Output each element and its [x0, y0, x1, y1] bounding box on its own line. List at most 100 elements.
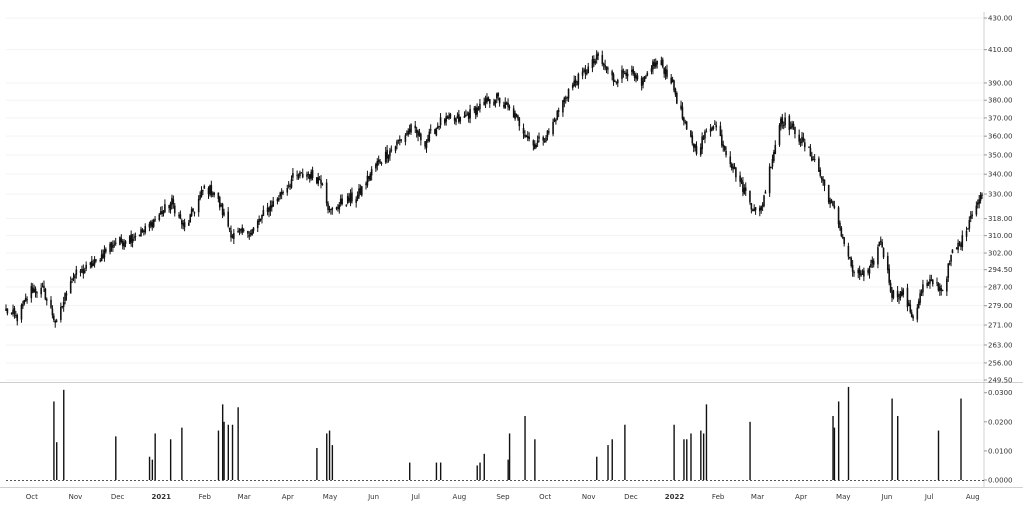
candle-body [22, 304, 24, 307]
candle-body [948, 263, 951, 265]
candle-body [10, 312, 13, 315]
candle-body [937, 283, 940, 291]
candle-body [355, 199, 357, 203]
candle-body [458, 114, 460, 122]
candle-body [252, 227, 255, 231]
candle-body [317, 177, 320, 184]
candle [473, 105, 476, 114]
candle-body [218, 197, 221, 208]
candle-body [487, 97, 490, 102]
candle-body [407, 130, 410, 135]
candle [140, 226, 142, 237]
candle-body [951, 249, 954, 254]
candle [507, 98, 509, 111]
candle-body [209, 185, 211, 195]
indicator-bar [148, 456, 151, 480]
candle [778, 123, 781, 147]
candle-body [743, 187, 746, 194]
candle [782, 121, 785, 130]
candle [576, 80, 578, 86]
candle-body [664, 69, 667, 75]
candle-body [733, 166, 736, 169]
candle [867, 267, 869, 276]
candle [6, 308, 9, 316]
indicator-bar [607, 445, 609, 480]
candle [636, 73, 639, 81]
candle [162, 209, 165, 217]
candle [124, 240, 127, 248]
candle [400, 138, 402, 143]
x-tick-label: 2021 [151, 493, 171, 501]
candle [41, 282, 44, 288]
candle [899, 291, 902, 301]
candle [483, 97, 485, 106]
candle [671, 76, 674, 83]
candle-body [712, 125, 715, 130]
candle-body [753, 208, 755, 211]
candle-body [840, 227, 843, 237]
candle-body [791, 123, 793, 128]
candle-body [404, 135, 407, 142]
candle-body [773, 152, 775, 162]
indicator-bar [508, 433, 511, 480]
candle-body [812, 159, 815, 161]
candle-body [891, 291, 893, 298]
candle [879, 236, 882, 246]
candle-body [338, 204, 341, 210]
candle-body [584, 69, 587, 75]
candle-body [794, 127, 796, 134]
candle [760, 205, 763, 214]
candle-body [150, 221, 152, 226]
candle [784, 112, 786, 128]
candle [438, 125, 440, 131]
candle-body [79, 270, 82, 273]
candle-body [922, 284, 924, 293]
y-tick-label: 350.00 [988, 151, 1013, 159]
candle-body [522, 127, 525, 134]
candle [484, 95, 487, 109]
candle [384, 146, 387, 164]
candle [251, 228, 253, 236]
candle [930, 274, 933, 282]
candle-body [123, 242, 125, 247]
pane-frame [0, 12, 1023, 488]
candle [780, 116, 782, 131]
candle [602, 62, 605, 70]
candle [164, 199, 166, 213]
candle [656, 60, 658, 69]
candle [712, 125, 715, 131]
candle-body [782, 124, 785, 126]
candle [632, 66, 635, 76]
candle [130, 230, 132, 247]
candle-body [871, 259, 874, 264]
candle-body [348, 197, 350, 201]
candle [380, 161, 383, 166]
candle-body [917, 301, 920, 309]
candle-body [941, 289, 944, 291]
candle [652, 59, 654, 75]
candle [631, 65, 633, 76]
candle [258, 215, 260, 225]
candle-body [528, 136, 530, 140]
candle-body [103, 250, 106, 258]
candle-body [330, 209, 332, 211]
candle-body [676, 93, 678, 104]
candle-body [54, 320, 57, 323]
candle [909, 299, 912, 314]
candle [548, 128, 550, 135]
x-axis-labels: Oct Nov Dec 2021 Feb Mar Apr May Jun Jul Aug Sep Oct… [26, 493, 980, 501]
candle [396, 139, 398, 150]
candle-body [508, 106, 511, 109]
candle-body [548, 131, 550, 133]
indicator-bar [316, 448, 318, 480]
candle [735, 166, 737, 182]
candle-body [833, 205, 836, 208]
candle [131, 234, 134, 248]
candle-body [713, 123, 716, 125]
candle [950, 254, 952, 267]
candle-body [545, 137, 547, 142]
candle [279, 191, 282, 200]
candle [301, 168, 304, 179]
candle [684, 119, 687, 125]
indicator-bar [63, 389, 65, 480]
